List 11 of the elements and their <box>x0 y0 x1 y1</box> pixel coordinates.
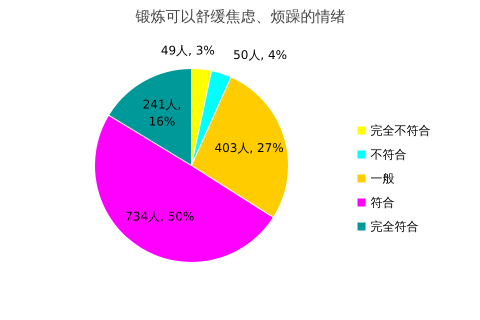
legend-label: 不符合 <box>370 148 406 162</box>
chart-title: 锻炼可以舒缓焦虑、烦躁的情绪 <box>134 8 346 26</box>
data-label: 49人, 3% <box>160 43 215 58</box>
data-label: 734人, 50% <box>125 210 194 224</box>
data-label: 403人, 27% <box>214 141 284 156</box>
legend-label: 符合 <box>370 196 394 210</box>
data-label: 50人, 4% <box>233 48 288 62</box>
legend-label: 一般 <box>370 172 394 186</box>
legend-label: 完全不符合 <box>370 124 430 138</box>
legend-label: 完全符合 <box>370 220 418 234</box>
data-label: 241人, 16% <box>142 98 182 128</box>
